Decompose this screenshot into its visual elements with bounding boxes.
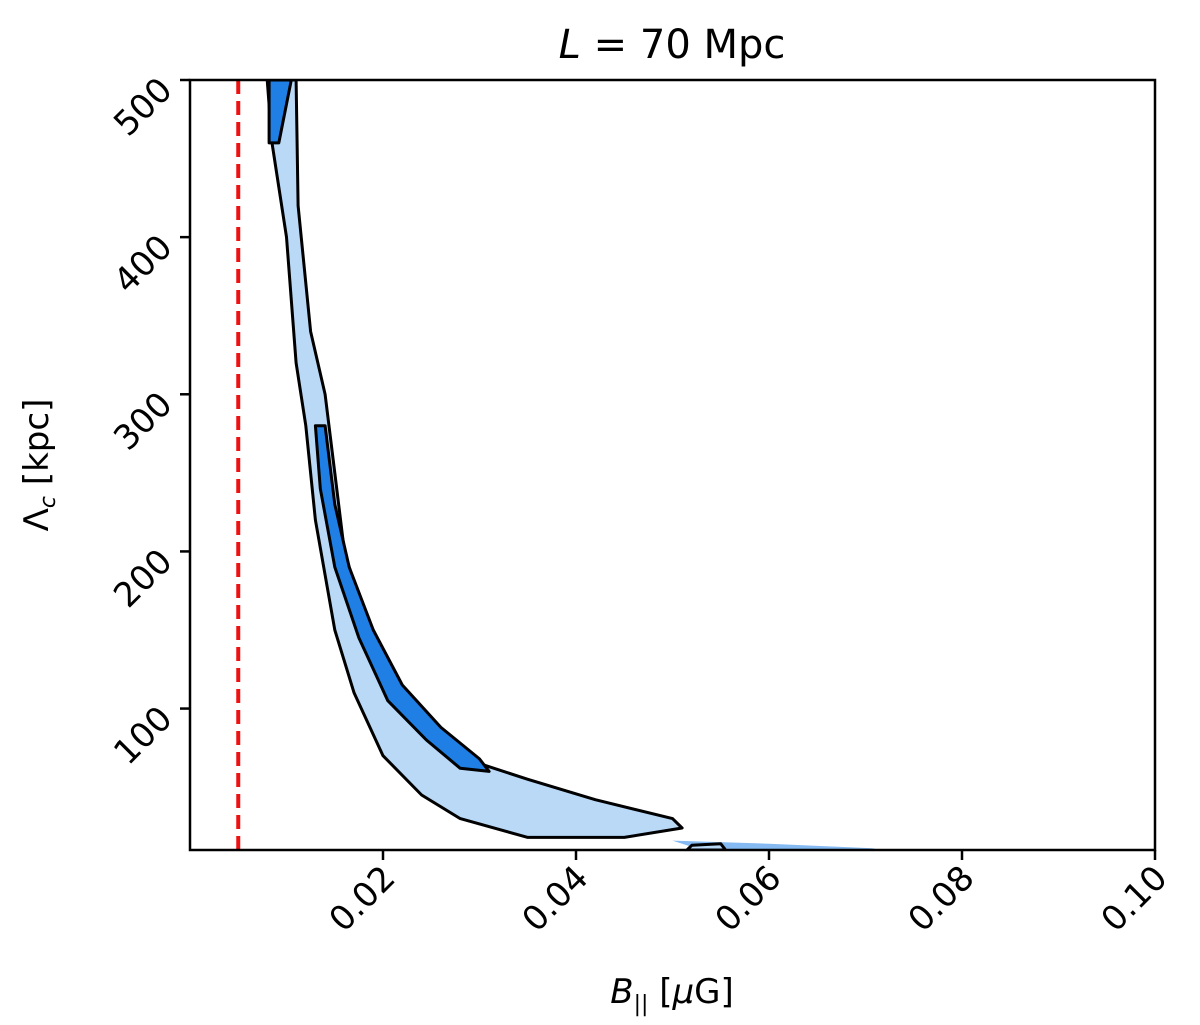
contour-small-island xyxy=(685,842,728,850)
title-symbol: L xyxy=(559,22,581,68)
y-tick-label: 300 xyxy=(106,384,180,458)
x-label-rest: [ xyxy=(648,972,672,1012)
x-label-mu: μ xyxy=(671,972,694,1012)
y-axis-ticks: 100 200 300 400 500 xyxy=(106,70,190,773)
contour-68-region-band xyxy=(313,424,491,773)
y-axis-label: Λc [kpc] xyxy=(17,399,61,532)
y-label-sub: c xyxy=(36,496,61,508)
y-label-base: Λ xyxy=(17,508,57,531)
contour-68-region-top xyxy=(267,80,293,145)
x-label-end: G] xyxy=(694,972,734,1012)
y-label-rest: [kpc] xyxy=(17,399,57,496)
x-label-base: B xyxy=(610,972,633,1012)
x-tick-label: 0.04 xyxy=(515,858,597,940)
contour-layer xyxy=(236,80,876,850)
x-tick-label: 0.08 xyxy=(901,858,983,940)
y-tick-label: 100 xyxy=(106,699,180,773)
x-tick-label: 0.02 xyxy=(322,858,404,940)
x-axis-label: B|| [μG] xyxy=(610,972,734,1017)
x-axis-ticks: 0.02 0.04 0.06 0.08 0.10 xyxy=(322,850,1176,940)
plot-area xyxy=(236,80,876,850)
chart-title: L = 70 Mpc xyxy=(559,22,786,68)
y-tick-label: 500 xyxy=(106,70,180,144)
x-tick-label: 0.10 xyxy=(1094,858,1176,940)
plot-frame xyxy=(188,78,1157,852)
title-rest: = 70 Mpc xyxy=(581,22,785,68)
x-label-sub: || xyxy=(634,992,649,1017)
y-tick-label: 200 xyxy=(106,542,180,616)
x-tick-label: 0.06 xyxy=(708,858,790,940)
y-tick-label: 400 xyxy=(106,227,180,301)
